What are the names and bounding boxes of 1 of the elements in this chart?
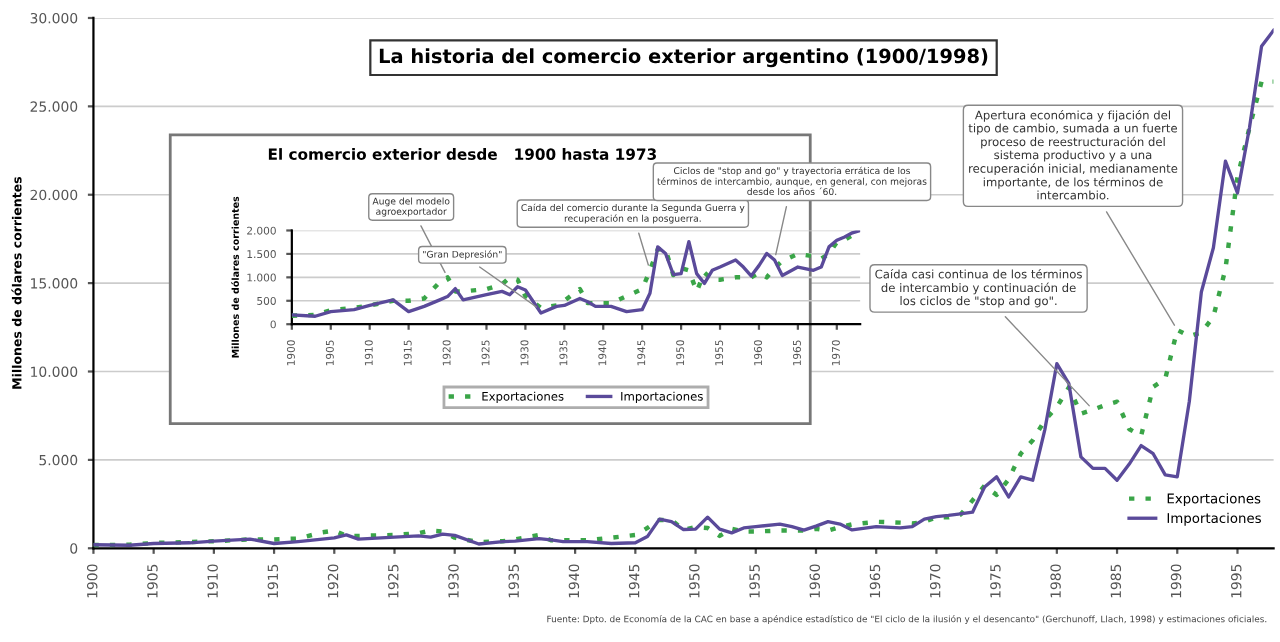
text: La historia del comercio exterior argentino (1900/1998) — [379, 48, 988, 68]
